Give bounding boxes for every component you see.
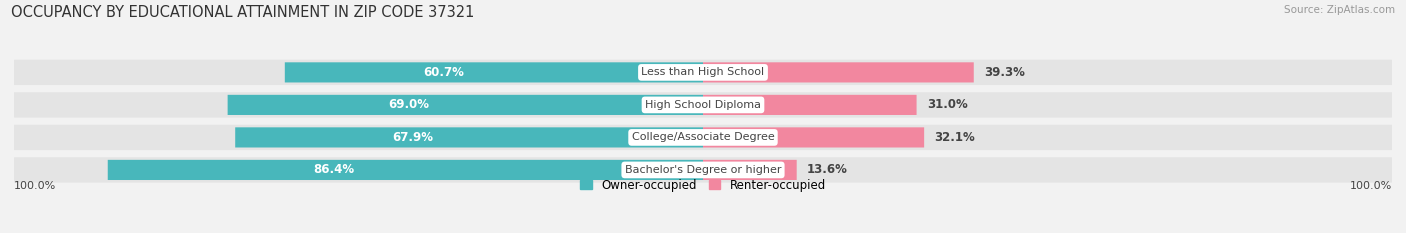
Text: 31.0%: 31.0% — [927, 98, 967, 111]
Text: 32.1%: 32.1% — [935, 131, 976, 144]
Legend: Owner-occupied, Renter-occupied: Owner-occupied, Renter-occupied — [575, 174, 831, 196]
Text: College/Associate Degree: College/Associate Degree — [631, 132, 775, 142]
Text: 100.0%: 100.0% — [14, 181, 56, 191]
FancyBboxPatch shape — [703, 95, 917, 115]
Text: Less than High School: Less than High School — [641, 67, 765, 77]
Text: 60.7%: 60.7% — [423, 66, 464, 79]
Text: OCCUPANCY BY EDUCATIONAL ATTAINMENT IN ZIP CODE 37321: OCCUPANCY BY EDUCATIONAL ATTAINMENT IN Z… — [11, 5, 475, 20]
FancyBboxPatch shape — [14, 92, 1392, 118]
FancyBboxPatch shape — [14, 60, 1392, 85]
FancyBboxPatch shape — [14, 125, 1392, 150]
Text: Bachelor's Degree or higher: Bachelor's Degree or higher — [624, 165, 782, 175]
FancyBboxPatch shape — [703, 62, 974, 82]
FancyBboxPatch shape — [228, 95, 703, 115]
Text: Source: ZipAtlas.com: Source: ZipAtlas.com — [1284, 5, 1395, 15]
Text: 67.9%: 67.9% — [392, 131, 433, 144]
FancyBboxPatch shape — [108, 160, 703, 180]
Text: 39.3%: 39.3% — [984, 66, 1025, 79]
Text: 13.6%: 13.6% — [807, 163, 848, 176]
FancyBboxPatch shape — [235, 127, 703, 147]
FancyBboxPatch shape — [14, 157, 1392, 183]
Text: 100.0%: 100.0% — [1350, 181, 1392, 191]
Text: High School Diploma: High School Diploma — [645, 100, 761, 110]
FancyBboxPatch shape — [285, 62, 703, 82]
FancyBboxPatch shape — [703, 160, 797, 180]
Text: 69.0%: 69.0% — [388, 98, 429, 111]
Text: 86.4%: 86.4% — [314, 163, 354, 176]
FancyBboxPatch shape — [703, 127, 924, 147]
